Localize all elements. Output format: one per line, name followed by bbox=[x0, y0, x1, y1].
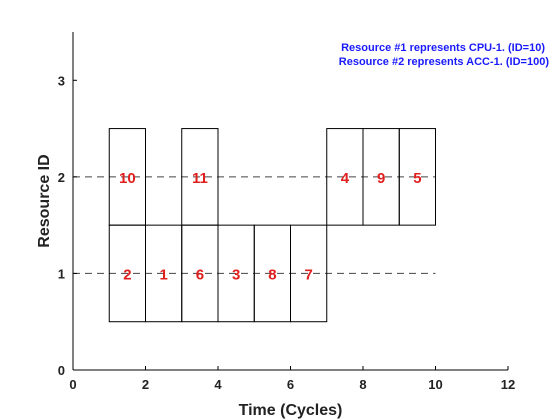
task-label: 3 bbox=[232, 266, 240, 283]
task-blocks: 10 11 4 9 5 2 1 6 3 8 7 bbox=[108, 128, 436, 323]
x-tick-label: 4 bbox=[214, 377, 222, 392]
task-label: 8 bbox=[268, 266, 276, 283]
y-tick-label: 1 bbox=[58, 266, 65, 281]
task-label: 10 bbox=[119, 170, 136, 187]
y-tick-label: 3 bbox=[58, 73, 65, 88]
x-tick-label: 10 bbox=[428, 377, 442, 392]
y-tick-label: 0 bbox=[58, 363, 65, 378]
y-axis-label: Resource ID bbox=[36, 154, 53, 247]
annotation-resource-2: Resource #2 represents ACC-1. (ID=100) bbox=[339, 56, 550, 68]
task-label: 4 bbox=[341, 170, 350, 187]
y-tick-label: 2 bbox=[58, 170, 65, 185]
x-tick-label: 8 bbox=[359, 377, 366, 392]
task-label: 6 bbox=[196, 266, 204, 283]
task-block bbox=[398, 128, 436, 226]
x-tick-label: 12 bbox=[501, 377, 515, 392]
task-label: 11 bbox=[192, 170, 208, 187]
x-tick-label: 2 bbox=[142, 377, 149, 392]
task-label: 9 bbox=[377, 170, 385, 187]
x-tick-label: 0 bbox=[69, 377, 76, 392]
task-label: 2 bbox=[123, 266, 131, 283]
task-label: 5 bbox=[413, 170, 421, 187]
annotation-resource-1: Resource #1 represents CPU-1. (ID=10) bbox=[341, 42, 545, 54]
x-axis-label: Time (Cycles) bbox=[239, 402, 343, 419]
task-block bbox=[290, 224, 328, 323]
x-tick-label: 6 bbox=[287, 377, 294, 392]
task-label: 7 bbox=[304, 266, 312, 283]
task-label: 1 bbox=[159, 266, 167, 283]
